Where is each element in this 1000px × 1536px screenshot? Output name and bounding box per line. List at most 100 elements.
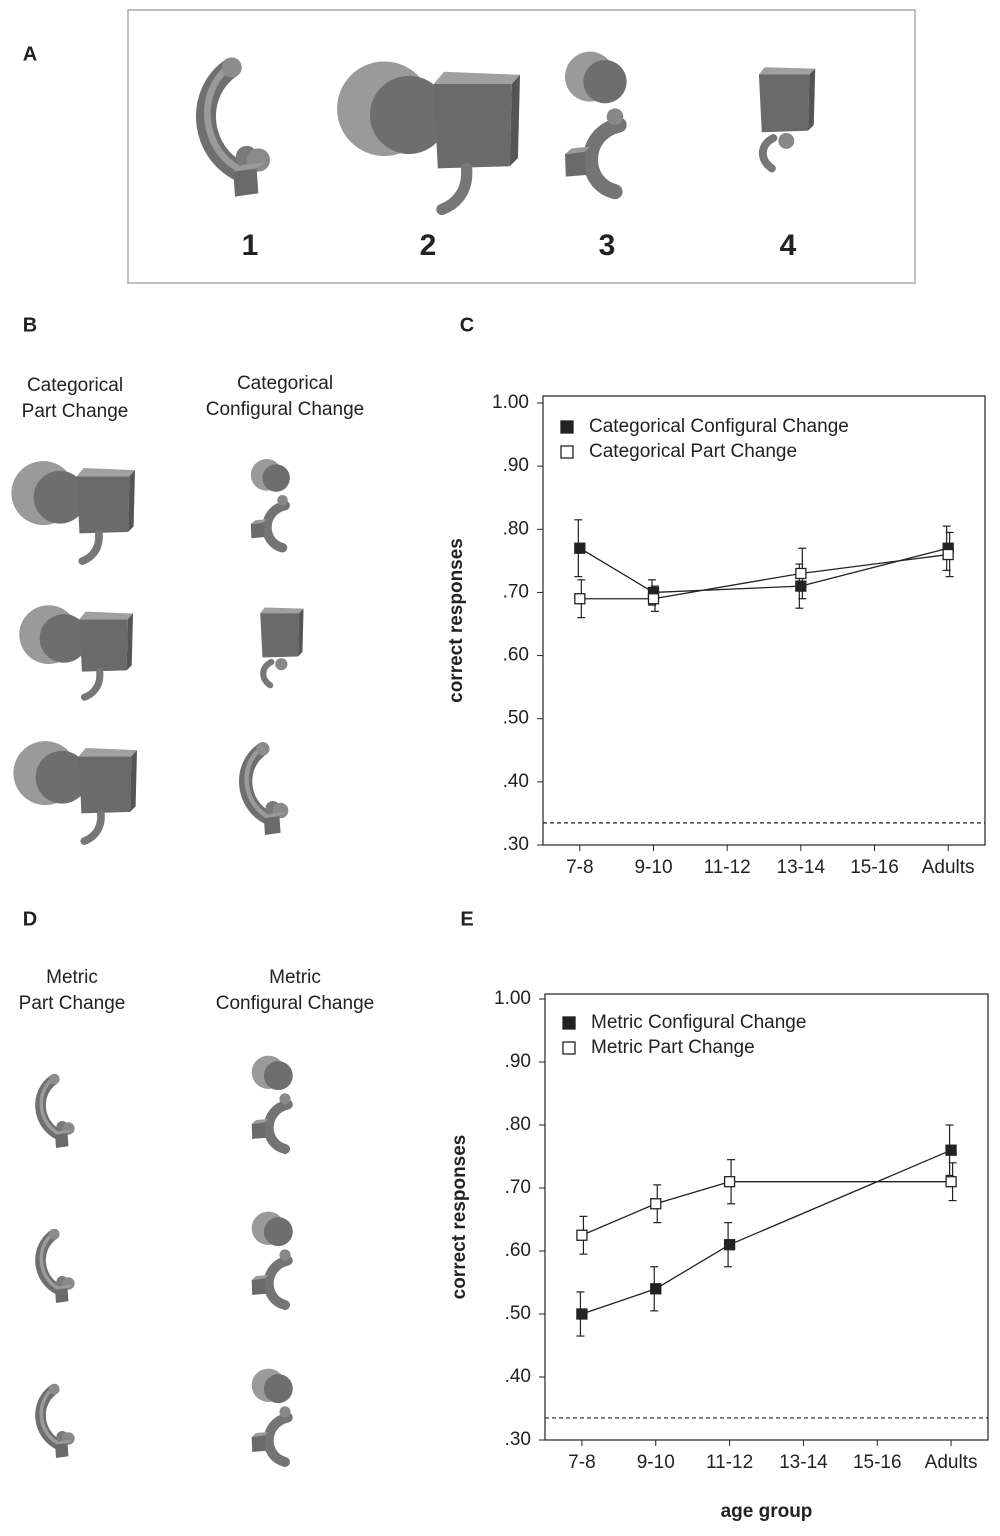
y-tick-label: .50 xyxy=(505,1303,531,1324)
panel-frame xyxy=(127,9,916,284)
y-tick-label: .80 xyxy=(505,1114,531,1135)
x-tick-label: 15-16 xyxy=(853,1452,902,1473)
panel-label: C xyxy=(460,314,474,336)
series-segment xyxy=(800,547,949,587)
x-tick-label: 15-16 xyxy=(850,857,899,878)
column-header: Configural Change xyxy=(206,399,364,420)
y-tick-label: .40 xyxy=(503,771,529,792)
x-tick-label: 11-12 xyxy=(704,857,751,878)
x-tick-label: 9-10 xyxy=(634,857,672,878)
column-header: Part Change xyxy=(22,401,129,422)
series-segment xyxy=(653,585,801,594)
marker xyxy=(650,1283,662,1295)
series-segment xyxy=(581,1288,656,1315)
object-number: 1 xyxy=(242,229,259,262)
x-tick-label: 7-8 xyxy=(566,857,593,878)
object-number: 2 xyxy=(420,229,437,262)
legend-swatch xyxy=(562,1016,576,1030)
x-tick-label: 13-14 xyxy=(779,1452,828,1473)
plot-frame xyxy=(542,395,986,846)
object-2 xyxy=(337,61,520,209)
legend-label: Metric Part Change xyxy=(591,1037,755,1058)
y-tick-label: .90 xyxy=(503,455,529,476)
marker xyxy=(942,548,954,561)
y-tick-label: .60 xyxy=(503,645,529,666)
shape xyxy=(260,608,303,686)
x-tick-label: Adults xyxy=(925,1452,978,1473)
y-tick-label: .40 xyxy=(505,1366,531,1387)
column-header: Metric xyxy=(269,967,321,988)
object-number: 4 xyxy=(780,229,797,262)
legend-label: Categorical Part Change xyxy=(589,441,797,462)
marker xyxy=(574,593,586,605)
panel-label: A xyxy=(23,43,37,65)
series-segment xyxy=(581,1203,657,1236)
legend-swatch xyxy=(560,420,574,434)
marker xyxy=(576,1229,588,1241)
panel-label: B xyxy=(23,314,37,336)
y-tick-label: .80 xyxy=(503,518,529,539)
y-tick-label: .90 xyxy=(505,1051,531,1072)
series-segment xyxy=(800,553,949,575)
x-tick-label: 7-8 xyxy=(568,1452,595,1473)
y-axis-label: correct responses xyxy=(446,538,467,703)
marker xyxy=(723,1176,736,1188)
shape xyxy=(13,741,137,841)
panel-label: E xyxy=(460,908,473,930)
marker xyxy=(650,1198,662,1210)
x-tick-label: Adults xyxy=(922,857,975,878)
marker xyxy=(795,580,807,592)
legend-swatch xyxy=(562,1041,576,1055)
column-header: Metric xyxy=(46,967,98,988)
series-segment xyxy=(655,1181,730,1205)
y-tick-label: .60 xyxy=(505,1240,531,1261)
y-tick-label: 1.00 xyxy=(492,392,529,413)
marker xyxy=(945,1144,957,1156)
shape xyxy=(41,1384,75,1458)
legend-label: Metric Configural Change xyxy=(591,1012,806,1033)
shape xyxy=(11,461,135,561)
shape xyxy=(251,459,290,548)
marker xyxy=(945,1176,957,1188)
shape xyxy=(252,1212,293,1305)
object-4 xyxy=(759,67,815,168)
series-segment xyxy=(579,547,654,593)
y-tick-label: .50 xyxy=(503,708,529,729)
marker xyxy=(574,542,586,554)
marker xyxy=(647,593,660,605)
column-header: Categorical xyxy=(237,373,333,394)
shape xyxy=(252,1056,293,1149)
x-tick-label: 13-14 xyxy=(777,857,826,878)
shape xyxy=(252,1369,293,1462)
series-segment xyxy=(655,1244,730,1290)
x-tick-label: 9-10 xyxy=(637,1452,675,1473)
legend-swatch xyxy=(560,445,574,459)
y-tick-label: .70 xyxy=(505,1177,531,1198)
object-3 xyxy=(565,52,627,192)
legend-label: Categorical Configural Change xyxy=(589,416,849,437)
marker xyxy=(576,1308,588,1320)
y-tick-label: .70 xyxy=(503,581,529,602)
y-axis-label: correct responses xyxy=(449,1135,470,1300)
column-header: Configural Change xyxy=(216,993,374,1014)
series-segment xyxy=(729,1149,952,1246)
series-segment xyxy=(653,572,801,600)
object-1 xyxy=(206,58,270,197)
x-tick-label: 11-12 xyxy=(706,1452,753,1473)
column-header: Part Change xyxy=(19,993,126,1014)
y-tick-label: .30 xyxy=(505,1429,531,1450)
x-axis-label: age group xyxy=(721,1501,813,1522)
shape xyxy=(41,1229,75,1303)
marker xyxy=(723,1239,736,1251)
shape xyxy=(19,605,133,697)
shape xyxy=(246,742,289,835)
marker xyxy=(795,567,807,580)
plot-frame xyxy=(544,993,989,1441)
column-header: Categorical xyxy=(27,375,123,396)
y-tick-label: 1.00 xyxy=(494,988,531,1009)
shape xyxy=(41,1074,75,1148)
object-number: 3 xyxy=(599,229,616,262)
panel-label: D xyxy=(23,908,37,930)
y-tick-label: .30 xyxy=(503,834,529,855)
